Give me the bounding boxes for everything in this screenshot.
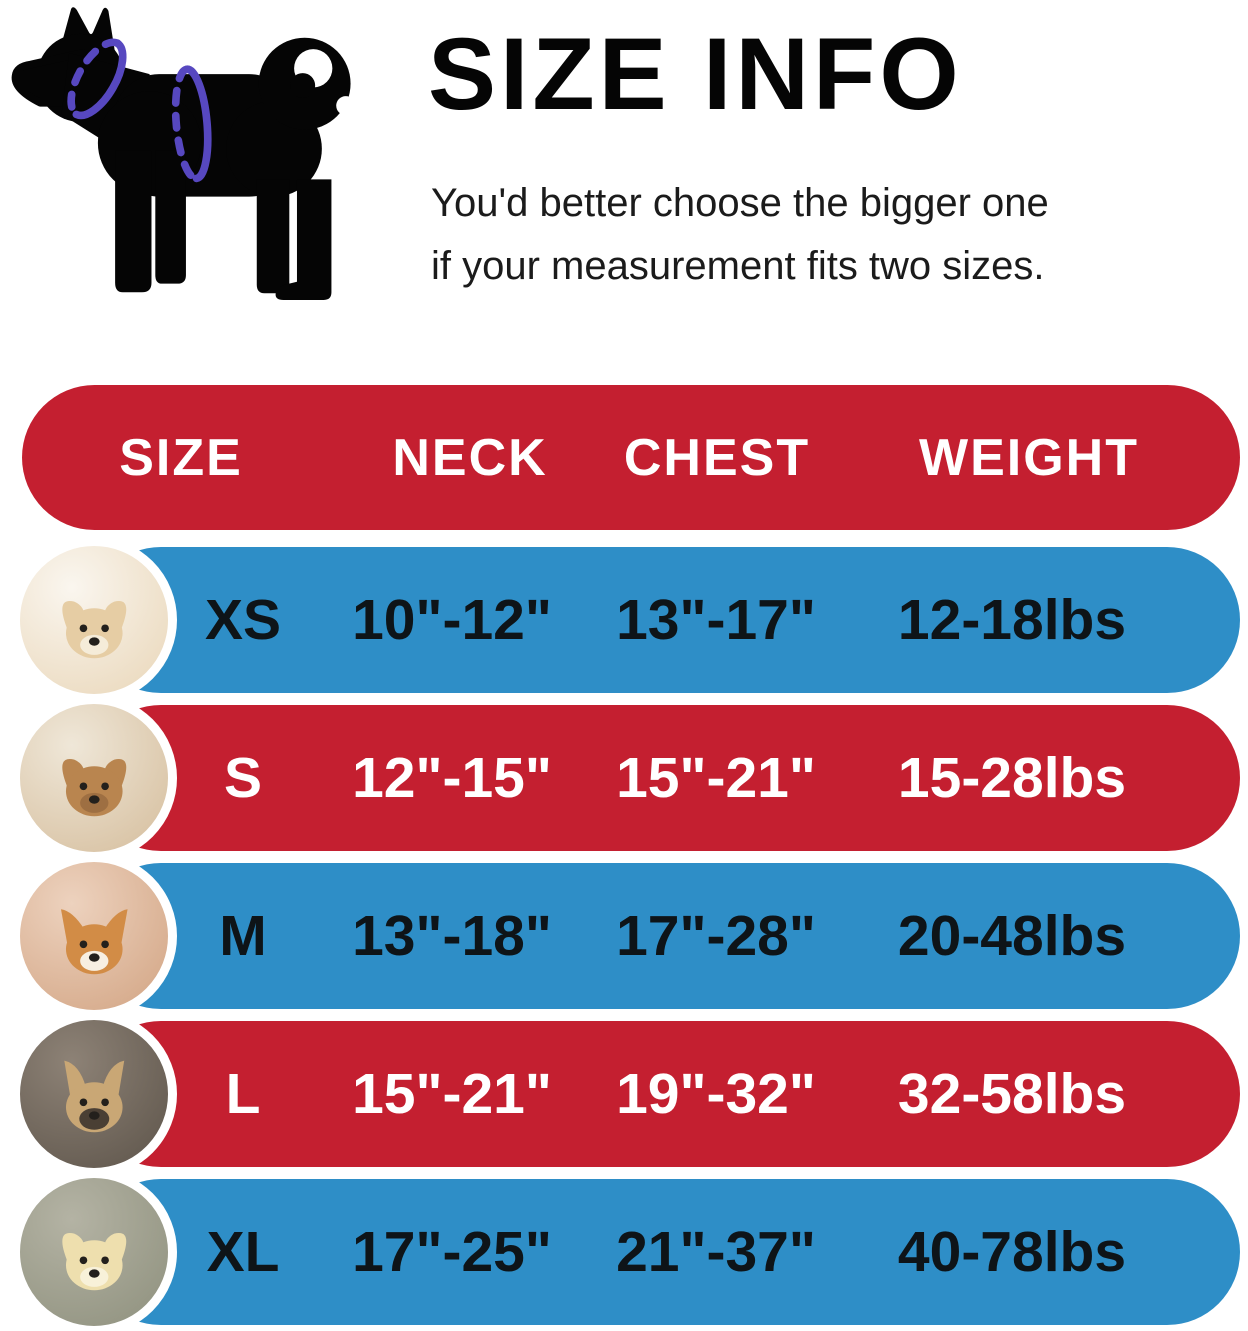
- weight-cell: 40-78lbs: [897, 1220, 1127, 1284]
- neck-measure-circle-back: [67, 38, 122, 119]
- weight-cell: 15-28lbs: [897, 746, 1127, 810]
- dog-icon: [64, 1060, 124, 1132]
- table-row-xs: XS 10"-12" 13"-17" 12-18lbs: [0, 537, 1248, 703]
- size-cell: L: [225, 1062, 261, 1126]
- dog-front-leg: [155, 150, 186, 284]
- neck-cell: 10"-12": [352, 588, 552, 652]
- dog-photo-french-bulldog: [11, 1011, 177, 1177]
- dog-icon: [62, 758, 126, 816]
- row-pill: [88, 705, 1240, 851]
- row-pill: [88, 863, 1240, 1009]
- dog-photo-labrador: [11, 1169, 177, 1331]
- table-header-row: SIZE NECK CHEST WEIGHT: [22, 385, 1240, 530]
- dog-front-leg: [115, 150, 152, 293]
- table-row-m: M 13"-18" 17"-28" 20-48lbs: [0, 853, 1248, 1019]
- chest-measure-circle-front: [183, 65, 212, 183]
- dog-hind-leg: [256, 179, 290, 294]
- row-pill: [88, 547, 1240, 693]
- column-header-chest: CHEST: [623, 428, 811, 487]
- dog-hind-leg: [275, 179, 332, 300]
- subtitle-line-1: You'd better choose the bigger one: [431, 181, 1049, 225]
- weight-cell: 20-48lbs: [897, 904, 1127, 968]
- neck-cell: 17"-25": [352, 1220, 552, 1284]
- chest-cell: 13"-17": [616, 588, 816, 652]
- table-row-l: L 15"-21" 19"-32" 32-58lbs: [0, 1011, 1248, 1177]
- column-header-weight: WEIGHT: [919, 428, 1139, 487]
- chest-cell: 19"-32": [616, 1062, 816, 1126]
- size-cell: S: [223, 746, 263, 810]
- dog-icon: [62, 1232, 126, 1290]
- chest-cell: 17"-28": [616, 904, 816, 968]
- dog-photo-shiba-inu: [11, 853, 177, 1019]
- chest-cell: 15"-21": [616, 746, 816, 810]
- size-cell: M: [219, 904, 267, 968]
- column-header-size: SIZE: [119, 428, 243, 487]
- size-cell: XL: [206, 1220, 280, 1284]
- row-pill: [88, 1179, 1240, 1325]
- subtitle: You'd better choose the bigger one if yo…: [431, 172, 1231, 298]
- row-pill: [88, 1021, 1240, 1167]
- neck-cell: 15"-21": [352, 1062, 552, 1126]
- chest-cell: 21"-37": [616, 1220, 816, 1284]
- neck-cell: 12"-15": [352, 746, 552, 810]
- column-header-neck: NECK: [392, 428, 548, 487]
- neck-measure-circle-front: [72, 39, 127, 120]
- neck-cell: 13"-18": [352, 904, 552, 968]
- weight-cell: 32-58lbs: [897, 1062, 1127, 1126]
- dog-icon: [62, 600, 126, 658]
- table-row-xl: XL 17"-25" 21"-37" 40-78lbs: [0, 1169, 1248, 1331]
- dog-icon: [60, 908, 128, 974]
- table-row-s: S 12"-15" 15"-21" 15-28lbs: [0, 695, 1248, 861]
- chest-measure-circle-back: [171, 65, 201, 183]
- dog-photo-pomeranian: [11, 537, 177, 703]
- dog-measurement-illustration: [11, 7, 356, 300]
- page-title: SIZE INFO: [428, 17, 963, 131]
- weight-cell: 12-18lbs: [897, 588, 1127, 652]
- dog-photo-toy-poodle: [11, 695, 177, 861]
- subtitle-line-2: if your measurement fits two sizes.: [431, 243, 1045, 288]
- size-cell: XS: [204, 588, 282, 652]
